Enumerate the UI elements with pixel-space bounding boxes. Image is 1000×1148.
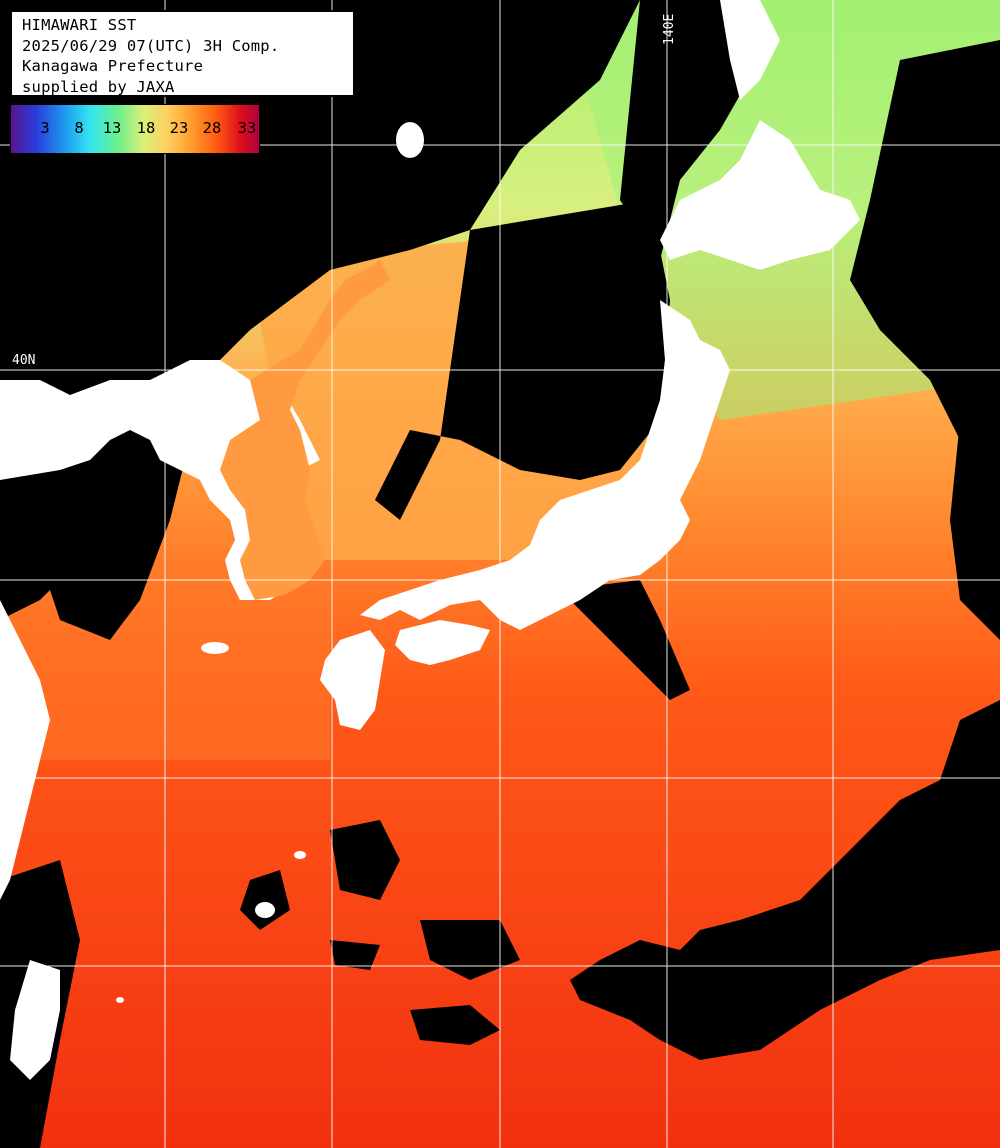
legend-tick-28: 28 (202, 119, 222, 137)
legend-tick-23: 23 (169, 119, 189, 137)
region-name: Kanagawa Prefecture (22, 57, 204, 75)
observation-time: 2025/06/29 07(UTC) 3H Comp. (22, 36, 280, 55)
lat-30n-label: 30N (12, 760, 36, 775)
legend-tick-33: 33 (237, 119, 257, 137)
legend-color-bar (11, 105, 259, 153)
lon-140e-label: 140E (662, 13, 677, 45)
legend-tick-18: 18 (136, 119, 156, 137)
lat-40n-label: 40N (12, 353, 36, 368)
data-credit: supplied by JAXA (22, 77, 175, 96)
legend-tick-13: 13 (102, 119, 122, 137)
legend-ticks: 3 8 13 18 23 28 33 (11, 119, 259, 139)
legend-tick-8: 8 (74, 119, 84, 137)
legend-tick-3: 3 (40, 119, 50, 137)
temperature-legend: 3 8 13 18 23 28 33 (10, 104, 260, 154)
product-title: HIMAWARI SST (22, 16, 137, 34)
info-box: HIMAWARI SST 2025/06/29 07(UTC) 3H Comp.… (10, 10, 355, 97)
landmass (0, 0, 860, 1080)
